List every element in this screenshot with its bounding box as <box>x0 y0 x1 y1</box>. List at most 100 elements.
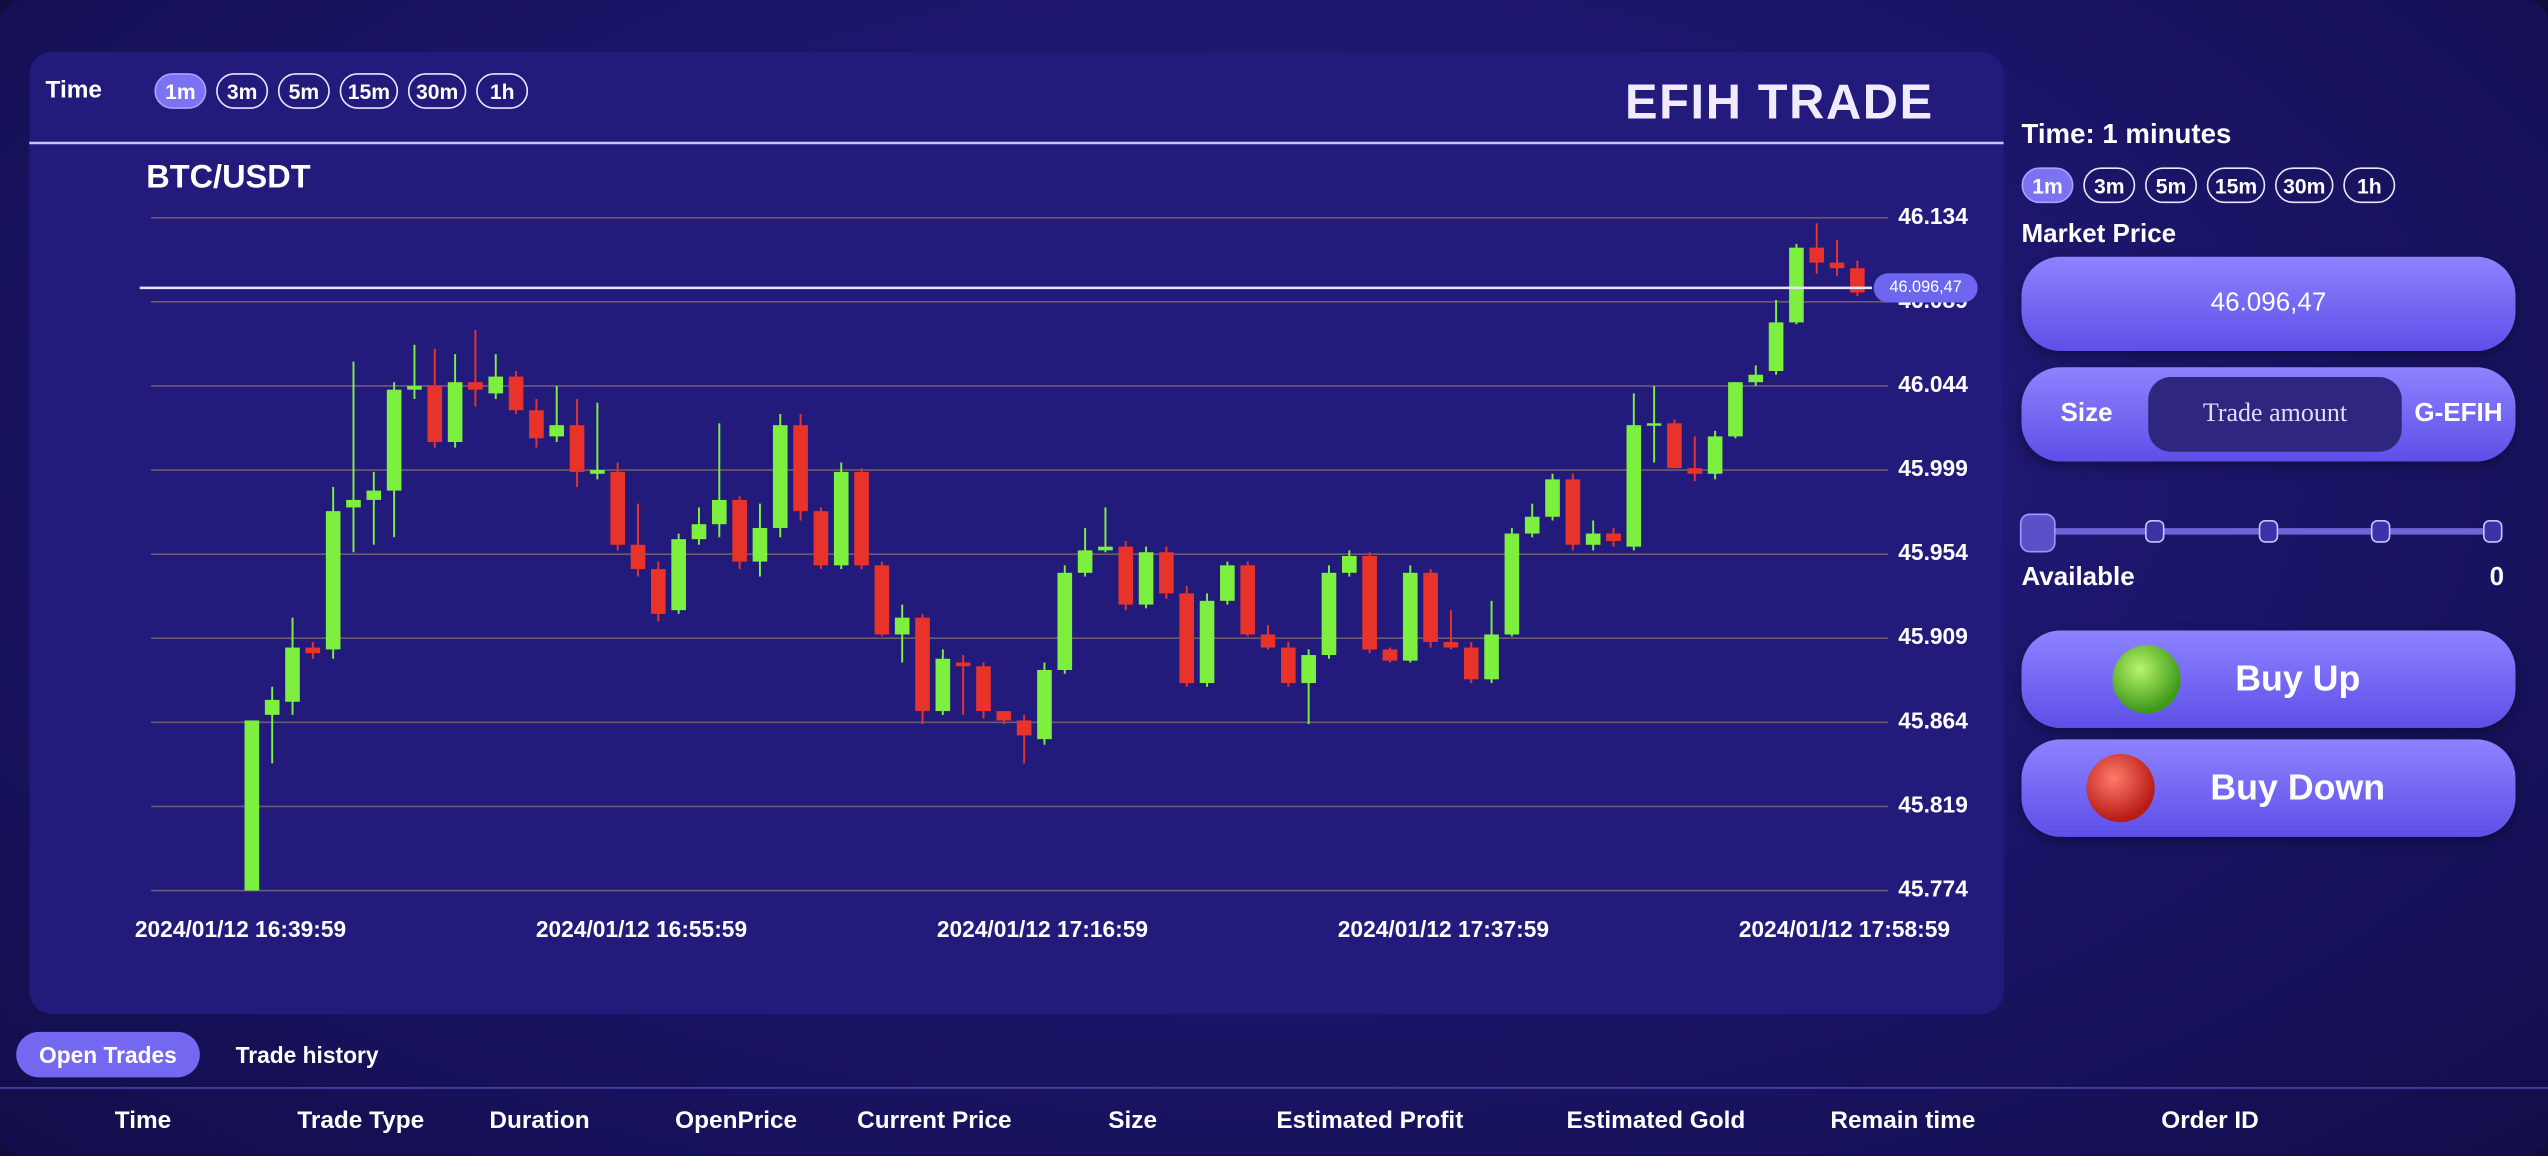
candle-body <box>1443 641 1459 648</box>
candle-body <box>752 527 768 562</box>
column-header: Estimated Profit <box>1276 1106 1464 1135</box>
candle-body <box>346 499 361 508</box>
interval-button[interactable]: 15m <box>339 73 399 109</box>
interval-button[interactable]: 3m <box>2083 167 2136 204</box>
candle-body <box>1240 565 1256 635</box>
candle-body <box>691 524 707 540</box>
candle-body <box>1667 423 1682 469</box>
buy-up-button[interactable]: Buy Up <box>2021 630 2516 728</box>
candle-body <box>1179 593 1195 684</box>
candle-body <box>1626 425 1642 547</box>
candle-body <box>732 499 747 562</box>
candle-body <box>325 511 341 650</box>
candle-body <box>1057 572 1073 670</box>
trade-tab[interactable]: Open Trades <box>16 1031 200 1078</box>
candle-body <box>630 544 646 570</box>
size-input[interactable]: Trade amount <box>2148 377 2402 452</box>
candle-body <box>813 511 829 566</box>
candle-body <box>854 471 869 566</box>
column-header: Order ID <box>2161 1106 2259 1135</box>
candle-body <box>976 666 991 712</box>
size-label: Size <box>2060 399 2113 428</box>
candle-body <box>935 658 951 712</box>
candle-body <box>1037 669 1052 740</box>
down-icon <box>2086 754 2156 823</box>
candle-body <box>1504 533 1520 635</box>
side-interval-group: 1m 3m 5m 15m 30m 1h <box>2021 167 2396 204</box>
interval-button[interactable]: 1h <box>2343 167 2396 204</box>
candle-body <box>1687 468 1703 474</box>
table-rule <box>0 1087 2548 1089</box>
candle-body <box>1159 552 1174 594</box>
time-label: Time <box>46 76 102 103</box>
column-header: Size <box>1108 1106 1158 1135</box>
candle-body <box>1728 382 1743 437</box>
interval-button[interactable]: 30m <box>2275 167 2334 204</box>
y-tick-label: 45.819 <box>1898 791 1968 817</box>
candle-body <box>1463 647 1479 680</box>
interval-button[interactable]: 5m <box>2145 167 2197 204</box>
slider-step[interactable] <box>2258 520 2279 543</box>
candle-body <box>1850 268 1865 293</box>
candle-body <box>1098 546 1113 551</box>
candle-body <box>1829 262 1845 269</box>
brand: EFIH TRADE <box>1625 76 1934 130</box>
slider-thumb[interactable] <box>2019 513 2056 553</box>
x-tick-label: 2024/01/12 16:39:59 <box>135 916 346 942</box>
candle-body <box>569 425 585 472</box>
candle-body <box>386 389 402 491</box>
up-icon <box>2111 645 2180 714</box>
candle-body <box>285 647 300 702</box>
size-unit: G-EFIH <box>2414 399 2503 428</box>
candle-body <box>1524 516 1540 534</box>
candle-body <box>772 425 788 528</box>
candle-body <box>590 470 605 474</box>
candle-body <box>610 471 625 545</box>
candle-body <box>1585 533 1601 545</box>
candle-body <box>833 471 849 566</box>
candle-body <box>671 539 686 611</box>
interval-button[interactable]: 5m <box>277 73 330 109</box>
candle-body <box>468 382 483 390</box>
market-price-label: Market Price <box>2021 221 2177 249</box>
candle-body <box>1118 546 1134 605</box>
candle-body <box>264 699 280 715</box>
x-tick-label: 2024/01/12 17:58:59 <box>1739 916 1950 942</box>
column-header: Remain time <box>1830 1106 1976 1135</box>
candle-body <box>1789 247 1804 323</box>
interval-button[interactable]: 1m <box>154 73 207 109</box>
side-time-title: Time: 1 minutes <box>2021 118 2232 150</box>
chart-interval-group: 1m 3m 5m 15m 30m 1h <box>154 73 529 109</box>
market-price: 46.096,47 <box>2021 256 2516 351</box>
buy-down-button[interactable]: Buy Down <box>2021 739 2516 837</box>
available-value: 0 <box>2489 563 2505 592</box>
candle-body <box>874 565 890 635</box>
candle-body <box>1260 634 1276 648</box>
trade-tab[interactable]: Trade history <box>235 1041 379 1068</box>
slider-step[interactable] <box>2145 520 2165 543</box>
candle-body <box>529 410 544 439</box>
candle-body <box>1768 322 1784 371</box>
buy-up-label: Buy Up <box>2235 658 2361 699</box>
x-tick-label: 2024/01/12 17:16:59 <box>937 916 1148 942</box>
slider-step[interactable] <box>2370 520 2391 543</box>
candle-body <box>305 647 321 654</box>
grid: 45.774 45.819 45.864 45.909 45.954 45.999 46.0… <box>135 203 1968 942</box>
candle-body <box>366 490 382 500</box>
available-label: Available <box>2021 563 2135 592</box>
slider-step[interactable] <box>2483 520 2503 543</box>
candles <box>244 223 1865 891</box>
interval-button[interactable]: 30m <box>407 73 467 109</box>
interval-button[interactable]: 1m <box>2021 167 2074 204</box>
candle-body <box>549 425 565 437</box>
interval-button[interactable]: 3m <box>216 73 269 109</box>
interval-button[interactable]: 15m <box>2206 167 2266 204</box>
column-header: Duration <box>489 1106 590 1135</box>
candle-body <box>1382 649 1398 661</box>
candle-body <box>1281 647 1296 684</box>
candle-body <box>1748 374 1764 383</box>
interval-button[interactable]: 1h <box>476 73 529 109</box>
candle-body <box>1220 565 1235 601</box>
